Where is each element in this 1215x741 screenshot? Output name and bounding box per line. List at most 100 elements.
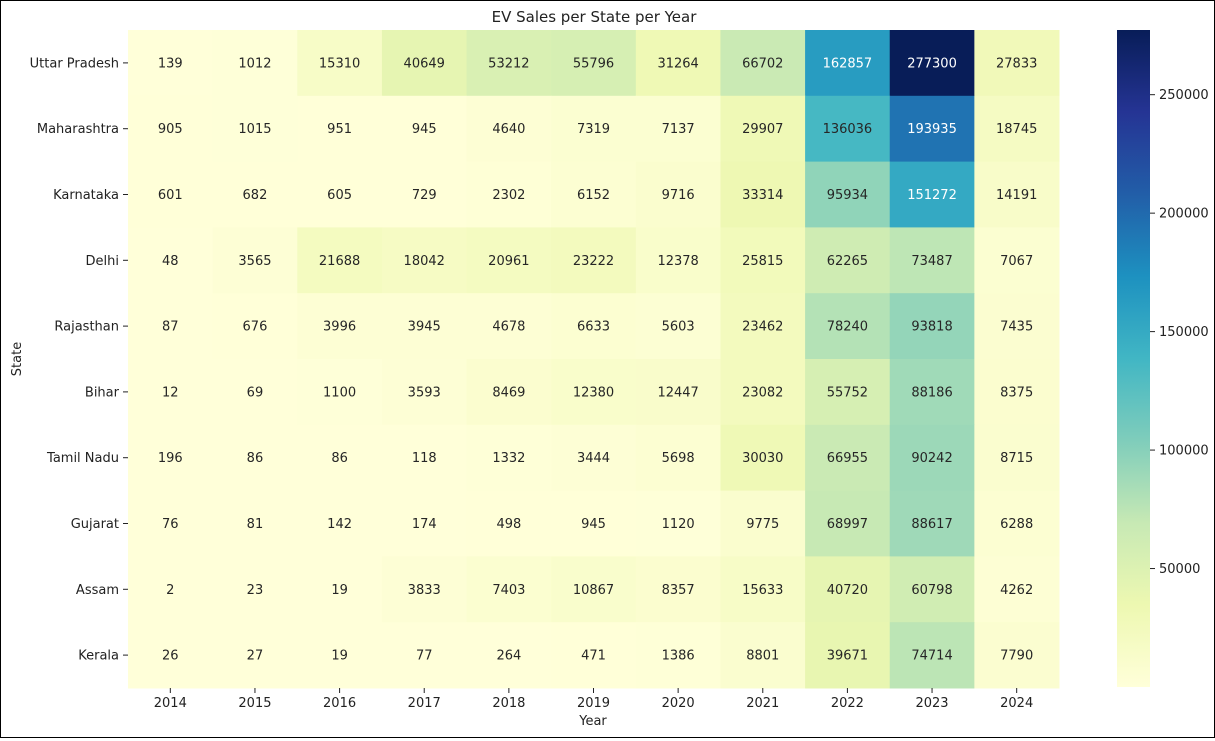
cell-value-label: 88617 (911, 517, 952, 532)
heatmap-cell (212, 622, 298, 689)
heatmap-cell (635, 161, 721, 228)
colorbar-tick-label: 250000 (1159, 88, 1209, 103)
cell-value-label: 6152 (577, 188, 610, 203)
heatmap-cell-labels: 139 1012 15310 40649 53212 55796 31264 66702 162… (158, 56, 1037, 663)
y-axis: Uttar Pradesh Maharashtra Karnataka Delhi Ra… (30, 56, 128, 664)
heatmap-cell (381, 227, 468, 294)
heatmap-cell (212, 293, 298, 360)
y-tick-label: Assam (76, 583, 119, 598)
heatmap-cell (212, 490, 298, 557)
cell-value-label: 498 (496, 517, 521, 532)
cell-value-label: 23462 (742, 320, 783, 335)
heatmap-cell (381, 622, 468, 689)
heatmap-cell (551, 622, 637, 689)
heatmap-cell (212, 95, 298, 163)
cell-value-label: 162857 (823, 56, 873, 71)
cell-value-label: 10867 (573, 583, 614, 598)
cell-value-label: 12378 (657, 254, 698, 269)
cell-value-label: 9775 (746, 517, 779, 532)
heatmap-cell (466, 622, 552, 689)
colorbar-tick-label: 100000 (1159, 444, 1209, 459)
heatmap-cell (974, 227, 1060, 294)
heatmap-cell (720, 30, 806, 97)
heatmap-cell (212, 227, 298, 294)
cell-value-label: 8375 (1000, 385, 1033, 400)
cell-value-label: 7790 (1000, 649, 1033, 664)
cell-value-label: 95934 (827, 188, 868, 203)
cell-value-label: 12 (162, 385, 179, 400)
y-tick-label: Maharashtra (37, 122, 119, 137)
heatmap-cell (974, 95, 1060, 163)
cell-value-label: 23082 (742, 385, 783, 400)
cell-value-label: 1120 (662, 517, 695, 532)
heatmap-cell (128, 556, 214, 623)
heatmap-cell (381, 424, 468, 492)
cell-value-label: 2302 (492, 188, 525, 203)
cell-value-label: 5698 (662, 451, 695, 466)
heatmap-cell (805, 622, 891, 689)
heatmap-cell (805, 95, 891, 163)
cell-value-label: 66955 (827, 451, 868, 466)
x-tick-label: 2021 (746, 696, 779, 711)
cell-value-label: 601 (158, 188, 183, 203)
cell-value-label: 40649 (404, 56, 445, 71)
cell-value-label: 73487 (911, 254, 952, 269)
cell-value-label: 66702 (742, 56, 783, 71)
heatmap-cell (466, 556, 552, 623)
colorbar-tick-label: 200000 (1159, 207, 1209, 222)
heatmap-cell (805, 359, 891, 426)
cell-value-label: 27 (247, 649, 264, 664)
x-tick-label: 2017 (408, 696, 441, 711)
cell-value-label: 87 (162, 320, 179, 335)
heatmap-cell (635, 227, 721, 294)
cell-value-label: 33314 (742, 188, 783, 203)
cell-value-label: 25815 (742, 254, 783, 269)
cell-value-label: 682 (243, 188, 268, 203)
cell-value-label: 4262 (1000, 583, 1033, 598)
heatmap-cell (551, 490, 637, 557)
cell-value-label: 905 (158, 122, 183, 137)
heatmap-cell (128, 622, 214, 689)
heatmap-cell (297, 556, 383, 623)
colorbar (1117, 30, 1150, 687)
heatmap-cell (720, 161, 806, 228)
heatmap-cell (212, 556, 298, 623)
cell-value-label: 136036 (823, 122, 873, 137)
cell-value-label: 7403 (492, 583, 525, 598)
heatmap-cell (551, 293, 637, 360)
cell-value-label: 69 (247, 385, 264, 400)
heatmap-cell (805, 30, 891, 97)
cell-value-label: 8357 (662, 583, 695, 598)
heatmap-cell (551, 424, 637, 492)
heatmap-cell (466, 490, 552, 557)
heatmap-cell (889, 227, 975, 294)
heatmap-cell (297, 95, 383, 163)
cell-value-label: 7137 (662, 122, 695, 137)
y-tick-label: Bihar (85, 385, 120, 400)
cell-value-label: 55752 (827, 385, 868, 400)
cell-value-label: 55796 (573, 56, 614, 71)
heatmap-cell (381, 359, 468, 426)
x-tick-label: 2023 (915, 696, 948, 711)
cell-value-label: 7435 (1000, 320, 1033, 335)
chart-title: EV Sales per State per Year (492, 8, 698, 26)
cell-value-label: 19 (331, 649, 348, 664)
cell-value-label: 8469 (492, 385, 525, 400)
cell-value-label: 6633 (577, 320, 610, 335)
cell-value-label: 3565 (238, 254, 271, 269)
cell-value-label: 29907 (742, 122, 783, 137)
cell-value-label: 30030 (742, 451, 783, 466)
cell-value-label: 3996 (323, 320, 356, 335)
x-tick-label: 2015 (238, 696, 271, 711)
heatmap-cell (805, 227, 891, 294)
y-axis-label: State (10, 342, 25, 376)
heatmap-cell (466, 95, 552, 163)
cell-value-label: 142 (327, 517, 352, 532)
heatmap-cell (551, 556, 637, 623)
heatmap-cell (381, 556, 468, 623)
cell-value-label: 7319 (577, 122, 610, 137)
colorbar-tick-label: 50000 (1159, 562, 1200, 577)
cell-value-label: 277300 (907, 56, 957, 71)
heatmap-cell (974, 424, 1060, 492)
cell-value-label: 729 (412, 188, 437, 203)
